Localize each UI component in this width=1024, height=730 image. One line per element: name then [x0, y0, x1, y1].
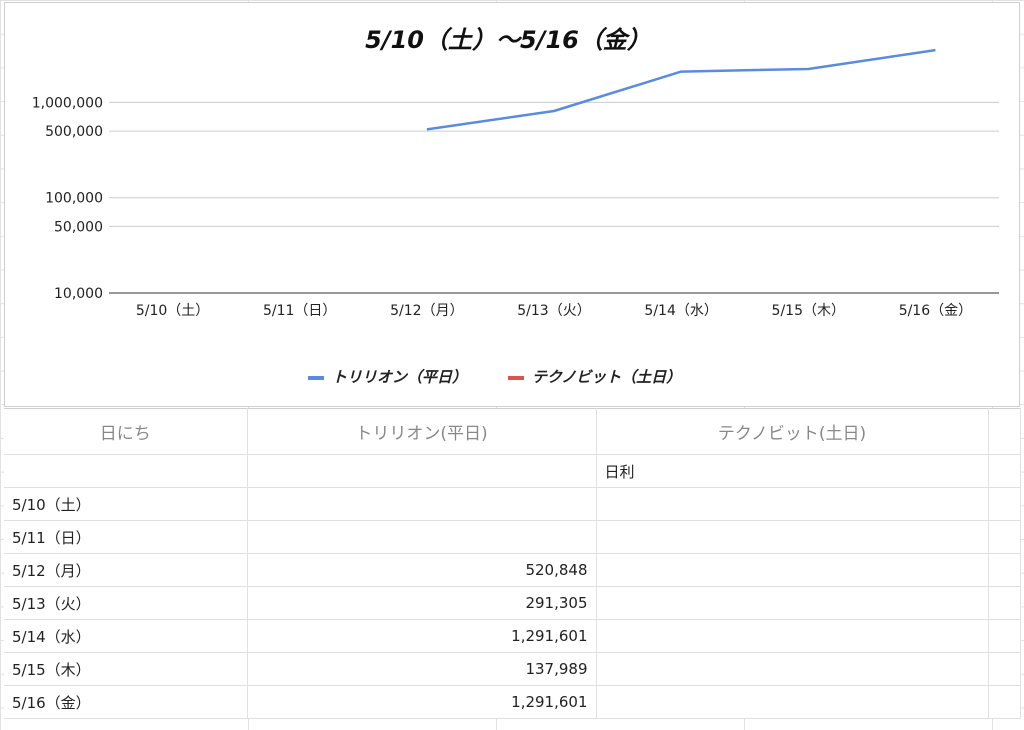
- series-lines: [426, 48, 936, 131]
- legend-label: トリリオン（平日）: [332, 368, 467, 386]
- technobit-cell[interactable]: [596, 586, 989, 620]
- line-chart: 5/10（土）〜5/16（金） 10,000 50,000 100,000 500,0…: [32, 26, 999, 386]
- table-cell[interactable]: [988, 454, 1021, 488]
- x-axis-ticks: 5/10（土） 5/11（日） 5/12（月） 5/13（火） 5/14（水） 5/15（…: [136, 303, 972, 319]
- legend-swatch: [308, 376, 324, 380]
- trillion-cell[interactable]: 1,291,601: [247, 619, 597, 653]
- date-cell[interactable]: 5/11（日）: [4, 520, 248, 554]
- trillion-cell[interactable]: 291,305: [247, 586, 597, 620]
- technobit-cell[interactable]: [596, 619, 989, 653]
- date-cell[interactable]: 5/12（月）: [4, 553, 248, 587]
- daily-profit-label[interactable]: 日利: [596, 454, 989, 488]
- table-cell[interactable]: [988, 586, 1021, 620]
- table-cell[interactable]: [4, 454, 248, 488]
- table-cell[interactable]: [988, 487, 1021, 521]
- trillion-cell[interactable]: [247, 487, 597, 521]
- trillion-cell[interactable]: 1,291,601: [247, 685, 597, 719]
- header-empty[interactable]: [988, 408, 1021, 455]
- legend: トリリオン（平日） テクノビット（土日）: [308, 368, 681, 386]
- table-row: 5/10（土）: [4, 487, 1021, 521]
- table-row: 5/15（木） 137,989: [4, 652, 1021, 686]
- table-row: 5/16（金） 1,291,601: [4, 685, 1021, 719]
- trillion-cell[interactable]: 137,989: [247, 652, 597, 686]
- table-cell[interactable]: [988, 520, 1021, 554]
- x-tick-label: 5/11（日）: [263, 303, 336, 319]
- legend-swatch: [508, 376, 524, 380]
- technobit-cell[interactable]: [596, 685, 989, 719]
- trillion-cell[interactable]: 520,848: [247, 553, 597, 587]
- date-cell[interactable]: 5/10（土）: [4, 487, 248, 521]
- chart-container[interactable]: 5/10（土）〜5/16（金） 10,000 50,000 100,000 500,0…: [4, 2, 1020, 407]
- x-tick-label: 5/16（金）: [899, 303, 972, 319]
- date-cell[interactable]: 5/16（金）: [4, 685, 248, 719]
- legend-label: テクノビット（土日）: [532, 368, 681, 386]
- gridlines: [109, 101, 999, 294]
- date-cell[interactable]: 5/15（木）: [4, 652, 248, 686]
- technobit-cell[interactable]: [596, 553, 989, 587]
- table-header-row: 日にち トリリオン(平日) テクノビット(土日): [4, 408, 1021, 455]
- table-row: 5/14（水） 1,291,601: [4, 619, 1021, 653]
- table-cell[interactable]: [988, 652, 1021, 686]
- table-row: 5/11（日）: [4, 520, 1021, 554]
- table-cell[interactable]: [988, 685, 1021, 719]
- y-tick-label: 50,000: [54, 219, 103, 235]
- header-date[interactable]: 日にち: [4, 408, 248, 455]
- date-cell[interactable]: 5/14（水）: [4, 619, 248, 653]
- table-row: 5/12（月） 520,848: [4, 553, 1021, 587]
- date-cell[interactable]: 5/13（火）: [4, 586, 248, 620]
- technobit-cell[interactable]: [596, 487, 989, 521]
- chart-title: 5/10（土）〜5/16（金）: [365, 26, 651, 54]
- x-tick-label: 5/14（水）: [644, 303, 717, 319]
- header-technobit[interactable]: テクノビット(土日): [596, 408, 989, 455]
- x-tick-label: 5/15（木）: [772, 303, 845, 319]
- y-axis-ticks: 10,000 50,000 100,000 500,000 1,000,000: [32, 95, 103, 302]
- y-tick-label: 1,000,000: [32, 95, 103, 111]
- y-tick-label: 500,000: [45, 124, 103, 140]
- trillion-cell[interactable]: [247, 520, 597, 554]
- x-tick-label: 5/12（月）: [390, 303, 463, 319]
- header-trillion[interactable]: トリリオン(平日): [247, 408, 597, 455]
- series-line: [426, 48, 936, 131]
- table-cell[interactable]: [988, 553, 1021, 587]
- table-cell[interactable]: [988, 619, 1021, 653]
- table-subheader-row: 日利: [4, 454, 1021, 488]
- data-table: 日にち トリリオン(平日) テクノビット(土日) 日利 5/10（土） 5/11…: [4, 408, 1021, 719]
- x-tick-label: 5/10（土）: [136, 303, 209, 319]
- x-tick-label: 5/13（火）: [517, 303, 590, 319]
- y-tick-label: 10,000: [54, 286, 103, 302]
- table-cell[interactable]: [247, 454, 597, 488]
- y-tick-label: 100,000: [45, 191, 103, 207]
- table-row: 5/13（火） 291,305: [4, 586, 1021, 620]
- technobit-cell[interactable]: [596, 652, 989, 686]
- technobit-cell[interactable]: [596, 520, 989, 554]
